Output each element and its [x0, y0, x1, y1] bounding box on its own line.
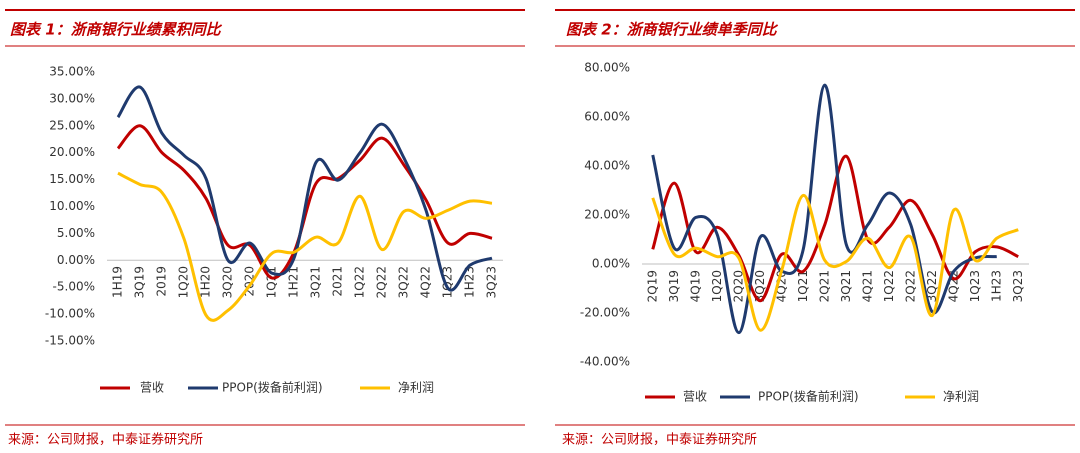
y-tick-label: 10.00% [49, 199, 95, 213]
x-tick-label: 2Q22 [375, 266, 389, 298]
legend-label: PPOP(拨备前利润) [758, 389, 859, 404]
x-tick-label: 1Q22 [882, 270, 896, 302]
x-tick-label: 1H20 [199, 266, 213, 298]
x-tick-label: 1H21 [287, 266, 301, 298]
y-tick-label: 35.00% [49, 65, 95, 79]
series-line [651, 83, 997, 335]
y-tick-label: 25.00% [49, 118, 95, 132]
x-tick-label: 3Q23 [1011, 270, 1025, 302]
x-tick-label: 2021 [331, 266, 345, 297]
series-line [651, 154, 1019, 303]
x-tick-label: 3Q22 [925, 270, 939, 302]
x-tick-label: 1Q21 [796, 270, 810, 302]
y-tick-label: 0.00% [57, 253, 95, 267]
x-tick-label: 4Q22 [419, 266, 433, 298]
x-tick-label: 3Q19 [667, 270, 681, 302]
x-tick-label: 4Q20 [774, 270, 788, 302]
x-tick-label: 3Q20 [221, 266, 235, 298]
series-line [651, 193, 1019, 332]
source: 来源：公司财报，中泰证券研究所 [8, 432, 203, 448]
source: 来源：公司财报，中泰证券研究所 [562, 432, 757, 448]
x-tick-label: 1H23 [463, 266, 477, 298]
chart-title: 图表 1：浙商银行业绩累积同比 [10, 21, 223, 39]
x-tick-label: 4Q21 [860, 270, 874, 302]
y-tick-label: 5.00% [57, 226, 95, 240]
x-tick-label: 1H19 [111, 266, 125, 298]
series-line [117, 171, 493, 322]
y-tick-label: -10.00% [45, 307, 95, 321]
x-tick-label: 3Q19 [133, 266, 147, 298]
x-tick-label: 2Q19 [645, 270, 659, 302]
legend-label: 营收 [683, 390, 707, 404]
y-tick-label: 80.00% [584, 61, 630, 75]
legend-label: 净利润 [398, 381, 434, 395]
x-tick-label: 3Q21 [309, 266, 323, 298]
y-tick-label: 60.00% [584, 110, 630, 124]
y-tick-label: 15.00% [49, 172, 95, 186]
series-line [116, 85, 493, 292]
x-tick-label: 1Q22 [353, 266, 367, 298]
y-tick-label: -5.00% [53, 280, 95, 294]
x-tick-label: 2Q22 [903, 270, 917, 302]
x-tick-label: 2Q21 [817, 270, 831, 302]
y-tick-label: 20.00% [49, 145, 95, 159]
legend-label: 营收 [140, 381, 164, 395]
x-tick-label: 1Q20 [177, 266, 191, 298]
x-tick-label: 2Q20 [731, 270, 745, 302]
y-tick-label: 0.00% [592, 257, 630, 271]
x-tick-label: 2019 [155, 266, 169, 297]
x-tick-label: 1Q23 [968, 270, 982, 302]
y-tick-label: -20.00% [580, 306, 630, 320]
legend-label: PPOP(拨备前利润) [222, 380, 323, 395]
y-tick-label: 40.00% [584, 159, 630, 173]
chart-title: 图表 2：浙商银行业绩单季同比 [566, 21, 779, 39]
y-tick-label: 30.00% [49, 91, 95, 105]
y-tick-label: -15.00% [45, 334, 95, 348]
x-tick-label: 1H23 [989, 270, 1003, 302]
x-tick-label: 4Q19 [688, 270, 702, 302]
x-tick-label: 1Q20 [710, 270, 724, 302]
x-tick-label: 3Q21 [839, 270, 853, 302]
x-tick-label: 3Q22 [397, 266, 411, 298]
y-tick-label: 20.00% [584, 208, 630, 222]
x-tick-label: 3Q23 [485, 266, 499, 298]
y-tick-label: -40.00% [580, 355, 630, 369]
legend-label: 净利润 [943, 390, 979, 404]
x-tick-label: 3Q20 [753, 270, 767, 302]
